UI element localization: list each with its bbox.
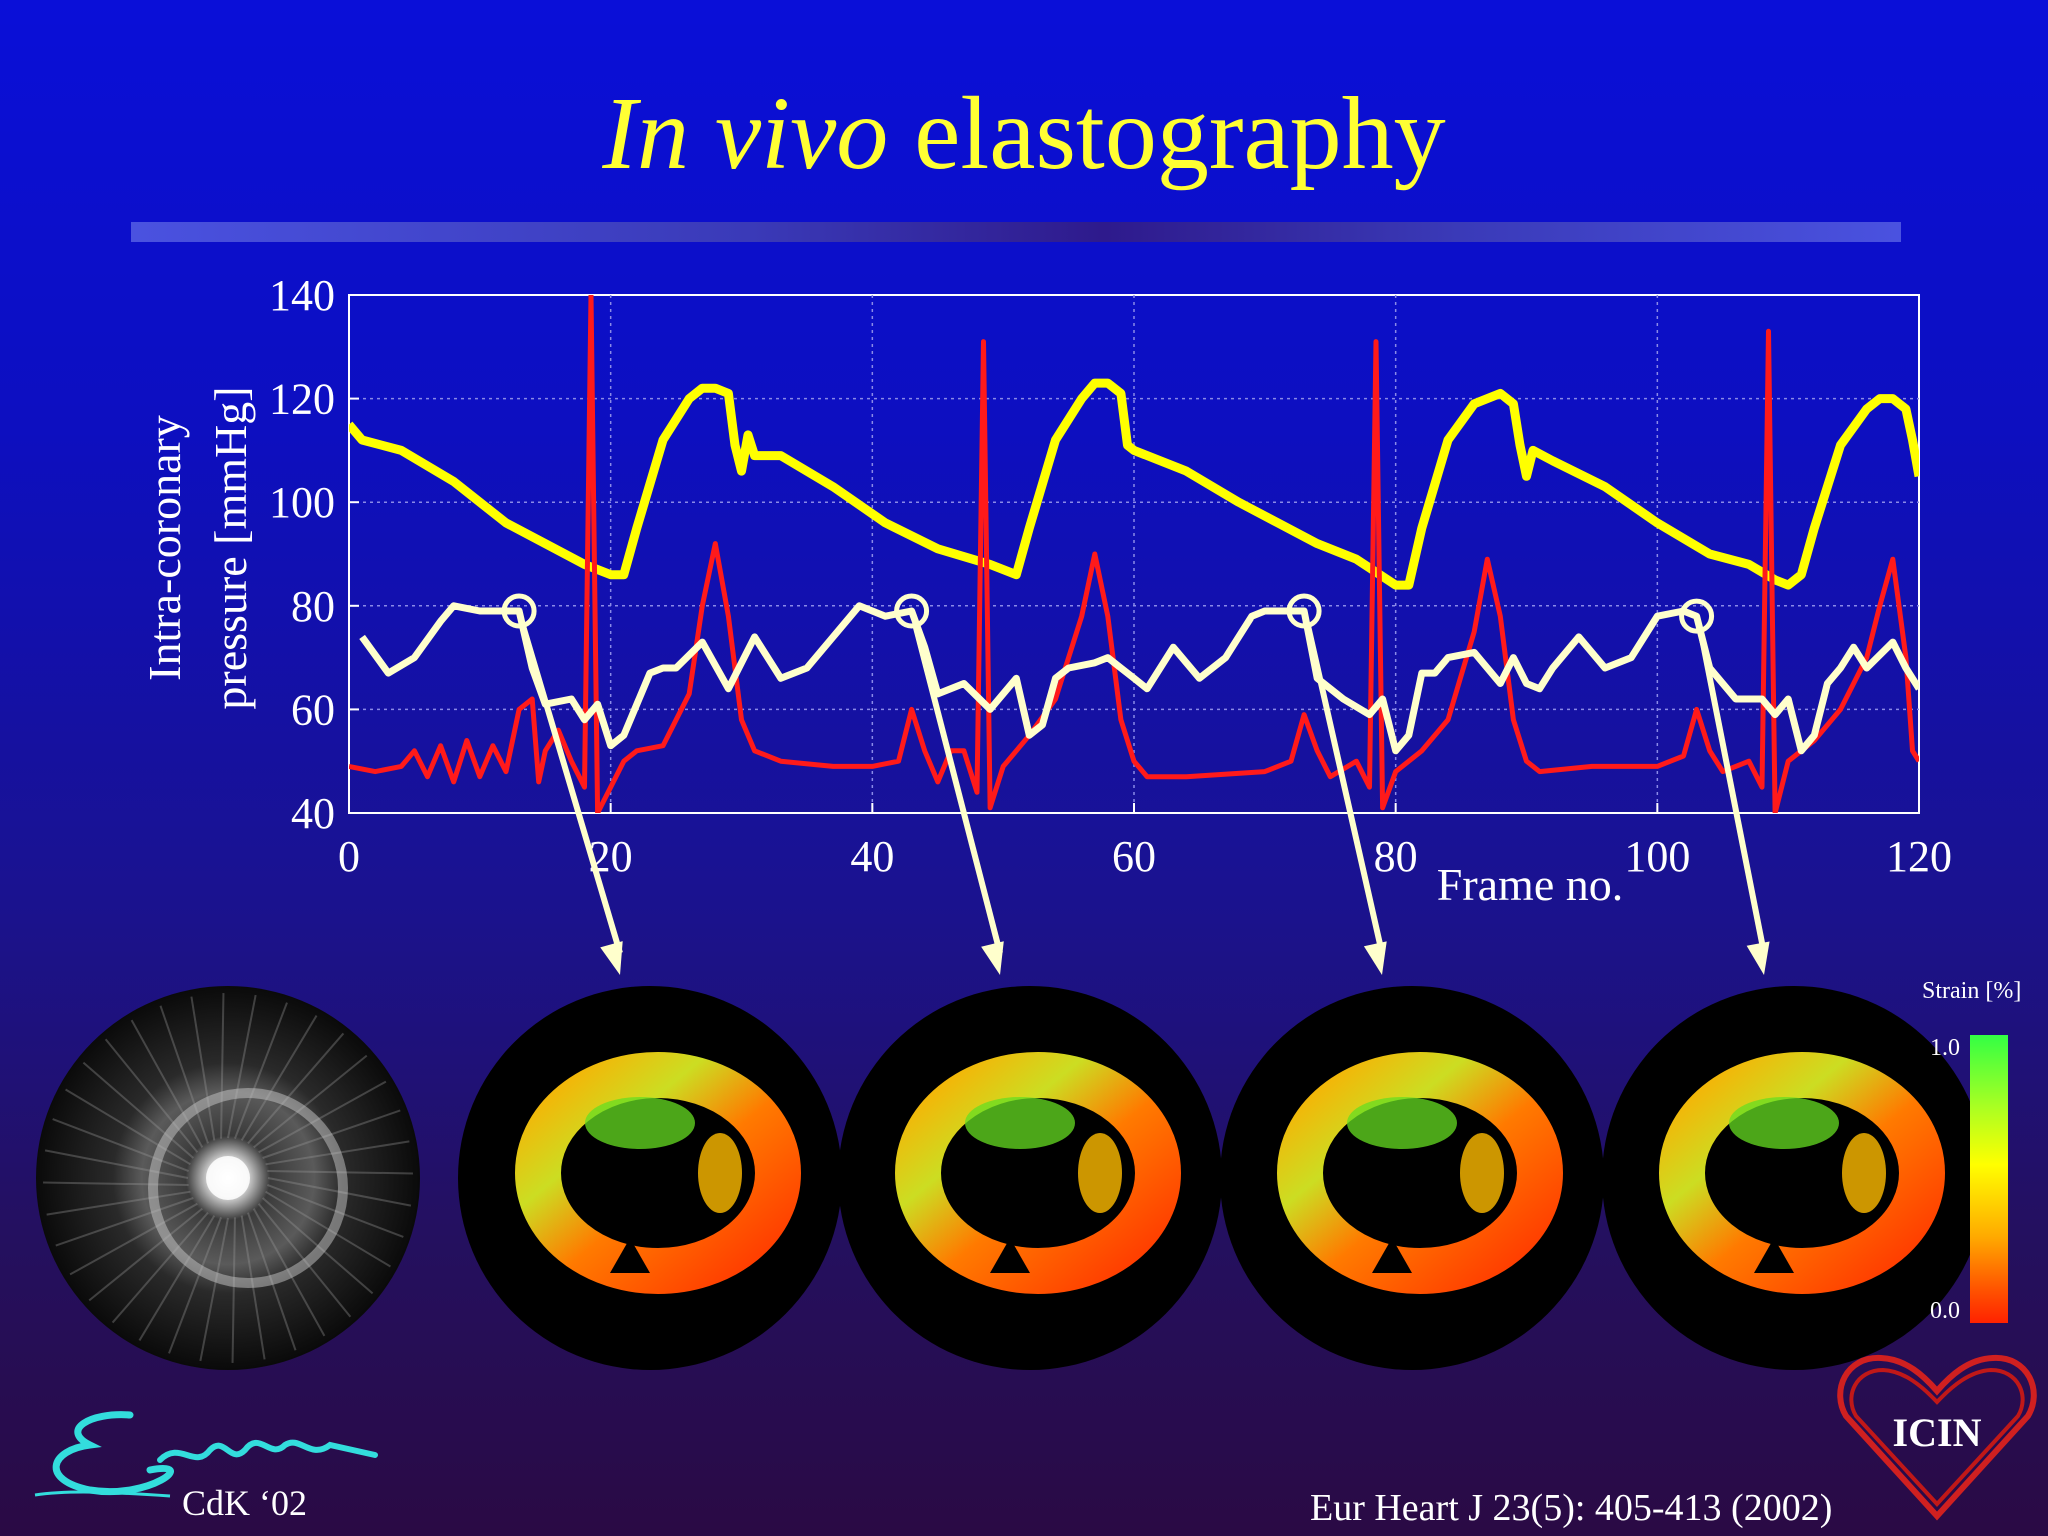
ivus-speckle (111, 1211, 209, 1324)
elastogram-mid-strain-region (1842, 1133, 1886, 1213)
elastogram-high-strain-region (1729, 1097, 1839, 1149)
ivus-speckle (258, 1080, 387, 1154)
y-tick-label: 60 (291, 685, 335, 734)
ivus-speckle (104, 1038, 199, 1153)
ivus-speckle (231, 1217, 236, 1363)
frame-arrow-shaft (1697, 630, 1767, 954)
ivus-speckle (43, 1181, 189, 1186)
ivus-speckle (199, 1217, 229, 1362)
author-tag: CdK ‘02 (182, 1483, 307, 1523)
elastogram-plaque-gap (1372, 1238, 1412, 1273)
y-tick-label: 40 (291, 789, 335, 838)
y-tick-label: 140 (269, 271, 335, 320)
elastogram-high-strain-region (585, 1097, 695, 1149)
ivus-speckle (253, 1054, 368, 1149)
frame-arrow-head (1363, 941, 1387, 975)
ivus-speckle (65, 1088, 191, 1166)
x-tick-label: 120 (1886, 832, 1952, 881)
ivus-speckle (265, 1190, 391, 1268)
elastogram-plaque-gap (990, 1238, 1030, 1273)
strain-colorbar (1970, 1035, 2008, 1323)
elastogram-mid-strain-region (1460, 1133, 1504, 1213)
frame-arrow-shaft (1305, 625, 1385, 954)
x-axis-label: Frame no. (1437, 859, 1624, 910)
frame-arrow-head (600, 941, 623, 975)
ivus-speckle (69, 1202, 198, 1276)
x-tick-label: 80 (1374, 832, 1418, 881)
ivus-speckle (138, 1215, 216, 1341)
elastogram-mid-strain-region (698, 1133, 742, 1213)
frame-arrow-shaft (912, 625, 1003, 954)
frame-marker-circle (1286, 593, 1322, 629)
ivus-catheter (206, 1156, 250, 1200)
icin-logo: ICIN (1837, 1354, 2037, 1521)
frame-marker-circle (1679, 598, 1715, 634)
ivus-speckle (130, 1019, 204, 1148)
x-tick-label: 100 (1624, 832, 1690, 881)
frame-marker-circle (501, 593, 537, 629)
ivus-speckle (44, 1149, 189, 1179)
title-divider (131, 222, 1901, 242)
ivus-speckle (190, 996, 216, 1141)
slide-title-rest: elastography (888, 76, 1446, 191)
slide-title: In vivo elastography (0, 82, 2048, 186)
citation: Eur Heart J 23(5): 405-413 (2002) (1310, 1487, 1833, 1529)
ivus-speckle (46, 1190, 191, 1216)
y-tick-label: 80 (291, 582, 335, 631)
x-tick-label: 40 (850, 832, 894, 881)
ivus-vessel-wall (148, 1088, 348, 1288)
elastogram-high-strain-region (965, 1097, 1075, 1149)
ivus-speckle (220, 993, 225, 1139)
ivus-speckle (247, 1032, 345, 1145)
x-tick-label: 0 (338, 832, 360, 881)
signature-logo (34, 1411, 378, 1498)
logo-text: ICIN (1893, 1410, 1982, 1455)
frame-arrow-head (1746, 941, 1770, 975)
y-tick-label: 120 (269, 375, 335, 424)
colorbar-min-label: 0.0 (1930, 1298, 1960, 1324)
x-tick-label: 60 (1112, 832, 1156, 881)
ivus-speckle (159, 1005, 209, 1144)
ivus-speckle (240, 1015, 318, 1141)
series-line-1 (349, 378, 1919, 590)
elastogram-high-strain-region (1347, 1097, 1457, 1149)
ivus-speckle (82, 1061, 195, 1159)
ivus-speckle (234, 1002, 288, 1139)
frame-arrow-head (981, 941, 1004, 975)
ivus-speckle (55, 1197, 194, 1247)
frame-marker-circle (894, 593, 930, 629)
slide-title-italic: In vivo (602, 76, 889, 191)
ivus-speckle (52, 1118, 189, 1172)
colorbar-label: Strain [%] (1922, 978, 2022, 1004)
colorbar-max-label: 1.0 (1930, 1035, 1960, 1061)
ivus-speckle (88, 1207, 203, 1302)
ivus-speckle (168, 1217, 222, 1354)
ivus-speckle (227, 994, 257, 1139)
y-axis-label-line1: Intra-coronary (139, 415, 190, 681)
elastogram-plaque-gap (1754, 1238, 1794, 1273)
elastogram-plaque-gap (610, 1238, 650, 1273)
y-axis-label-line2: pressure [mmHg] (205, 386, 256, 709)
y-tick-label: 100 (269, 478, 335, 527)
frame-arrow-shaft (520, 625, 623, 954)
elastogram-mid-strain-region (1078, 1133, 1122, 1213)
